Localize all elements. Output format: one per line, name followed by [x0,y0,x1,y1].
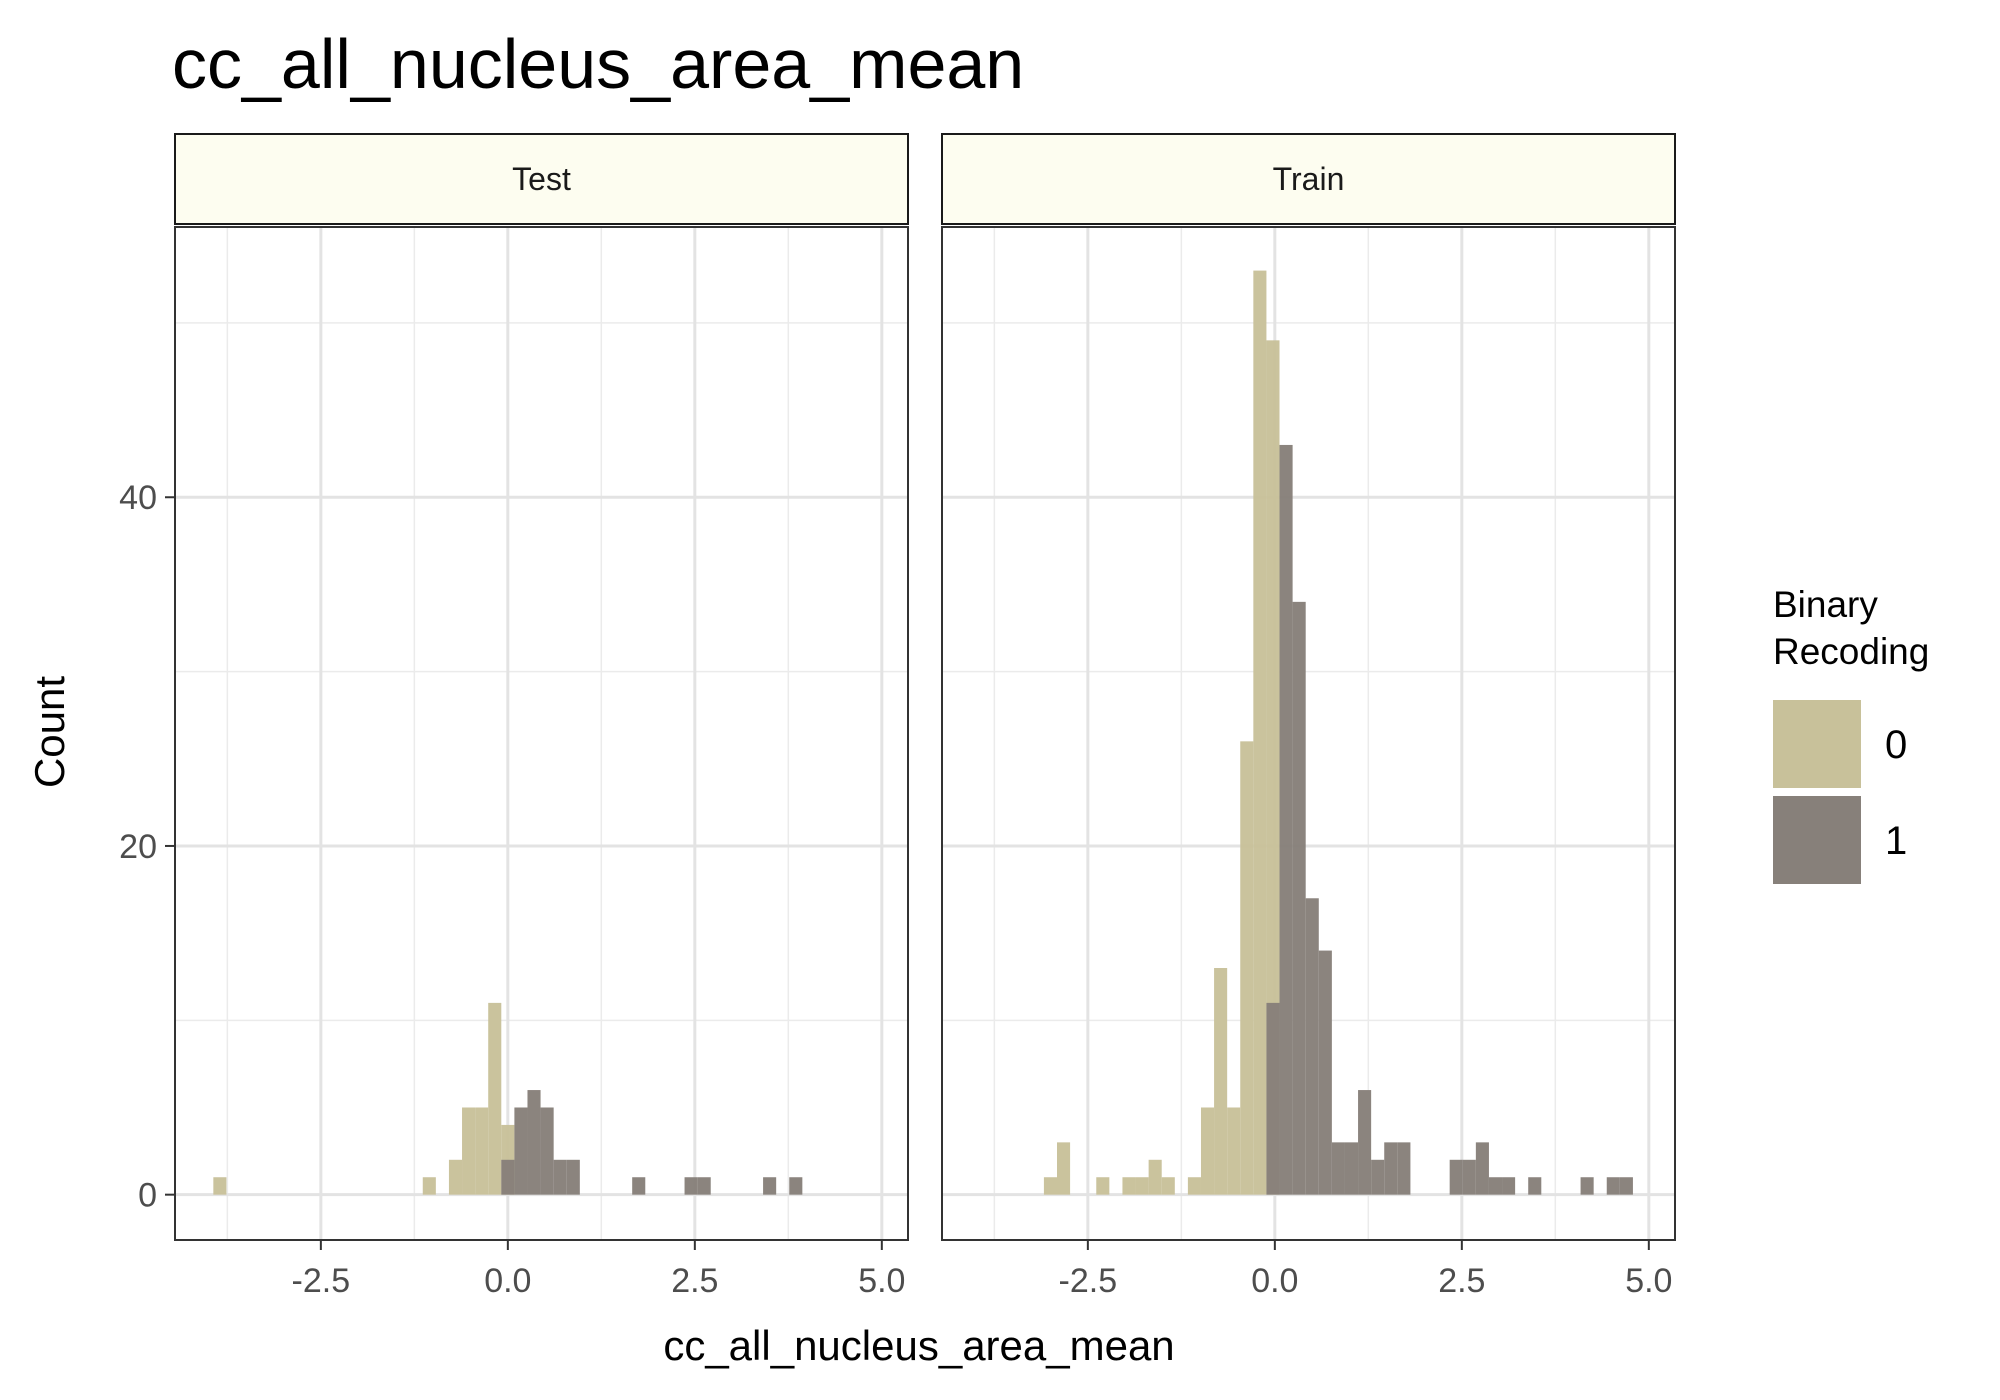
histogram-bar-train-group-0 [1096,1177,1110,1195]
histogram-bar-train-group-0 [1253,270,1267,1195]
x-tick-label: 2.5 [671,1262,718,1300]
legend-label-1: 1 [1885,819,1907,863]
histogram-bar-train-group-1 [1266,1002,1280,1195]
histogram-bar-train-group-0 [1161,1177,1175,1195]
histogram-bar-train-group-1 [1397,1142,1411,1195]
panel-border [941,226,1676,1241]
histogram-bar-test-group-1 [540,1107,554,1195]
histogram-bar-test-group-1 [566,1159,580,1195]
histogram-bar-train-group-0 [1227,1107,1241,1195]
histogram-bar-train-group-1 [1528,1177,1542,1195]
histogram-bar-train-group-0 [1266,340,1280,1195]
histogram-bar-train-group-1 [1384,1142,1398,1195]
x-tick-label: 2.5 [1438,1262,1485,1300]
x-tick-label: 5.0 [1625,1262,1672,1300]
histogram-bar-train-group-1 [1619,1177,1633,1195]
histogram-bar-train-group-0 [1214,968,1228,1195]
y-tick-label: 40 [119,479,157,517]
histogram-bar-test-group-1 [763,1177,777,1195]
panel-train: Train -2.5 0.0 2.5 5.0 [941,133,1676,1300]
panel-test: Test -2.5 0.0 2.5 5.0 0 20 40 [119,133,909,1300]
histogram-bar-train-group-1 [1358,1090,1372,1195]
facet-strip-label: Train [1273,161,1345,197]
panel-border [174,226,909,1241]
x-tick-label: -2.5 [292,1262,351,1300]
facet-strip-label: Test [512,161,571,197]
facet-panels: Test -2.5 0.0 2.5 5.0 0 20 40 Train -2.5 0.0 2.5 5.0 [119,133,1676,1300]
histogram-bar-train-group-1 [1292,601,1306,1195]
histogram-bar-train-group-1 [1580,1177,1594,1195]
histogram-bar-test-group-1 [501,1159,515,1195]
y-tick-label: 0 [138,1177,157,1215]
histogram-bar-train-group-1 [1462,1159,1476,1195]
histogram-bar-test-group-1 [632,1177,646,1195]
histogram-bar-test-group-1 [684,1177,698,1195]
histogram-bar-train-group-0 [1148,1159,1162,1195]
histogram-bar-test-group-0 [488,1002,502,1195]
histogram-bar-test-group-0 [448,1159,463,1195]
legend-label-0: 0 [1885,723,1907,767]
histogram-bar-train-group-1 [1606,1177,1620,1195]
histogram-bar-test-group-0 [422,1177,436,1195]
panel-background [175,227,908,1240]
histogram-bar-train-group-1 [1331,1142,1345,1195]
x-tick-label: 0.0 [484,1262,531,1300]
legend-key-1 [1773,796,1861,884]
histogram-bar-test-group-1 [789,1177,803,1195]
y-axis-title: Count [26,676,73,788]
chart-title: cc_all_nucleus_area_mean [172,25,1024,103]
facet-strip [941,133,1676,225]
histogram-bar-test-group-1 [553,1159,567,1195]
histogram-bar-train-group-1 [1475,1142,1489,1195]
histogram-bar-train-group-1 [1502,1177,1516,1195]
y-tick-label: 20 [119,828,157,866]
legend: Binary Recoding 0 1 [1773,584,1929,884]
histogram-bar-train-group-1 [1344,1142,1359,1195]
histogram-bar-train-group-1 [1371,1159,1385,1195]
histogram-bar-train-group-1 [1488,1177,1503,1195]
legend-key-0 [1773,700,1861,788]
histogram-bar-train-group-1 [1449,1159,1463,1195]
histogram-bar-train-group-0 [1122,1177,1136,1195]
histogram-bar-train-group-0 [1240,741,1254,1195]
histogram-bar-train-group-0 [1135,1177,1149,1195]
legend-title-line: Binary [1773,584,1878,625]
histogram-bar-train-group-0 [1200,1107,1215,1195]
histogram-bar-test-group-0 [213,1177,227,1195]
x-tick-label: 5.0 [858,1262,905,1300]
histogram-bar-test-group-0 [462,1107,476,1195]
x-tick-label: -2.5 [1059,1262,1118,1300]
histogram-bar-test-group-0 [475,1107,489,1195]
x-axis-title: cc_all_nucleus_area_mean [663,1322,1174,1369]
histogram-bar-train-group-0 [1043,1177,1057,1195]
histogram-bar-train-group-0 [1056,1142,1071,1195]
histogram-bar-train-group-1 [1279,444,1293,1195]
histogram-bar-train-group-1 [1305,898,1319,1195]
histogram-bar-test-group-1 [514,1107,528,1195]
histogram-bar-train-group-1 [1318,950,1332,1195]
facet-strip [174,133,909,225]
legend-title-line: Recoding [1773,631,1929,672]
histogram-bar-train-group-0 [1187,1177,1201,1195]
histogram-bar-test-group-1 [697,1177,711,1195]
histogram-bar-test-group-1 [527,1090,541,1195]
x-tick-label: 0.0 [1251,1262,1298,1300]
